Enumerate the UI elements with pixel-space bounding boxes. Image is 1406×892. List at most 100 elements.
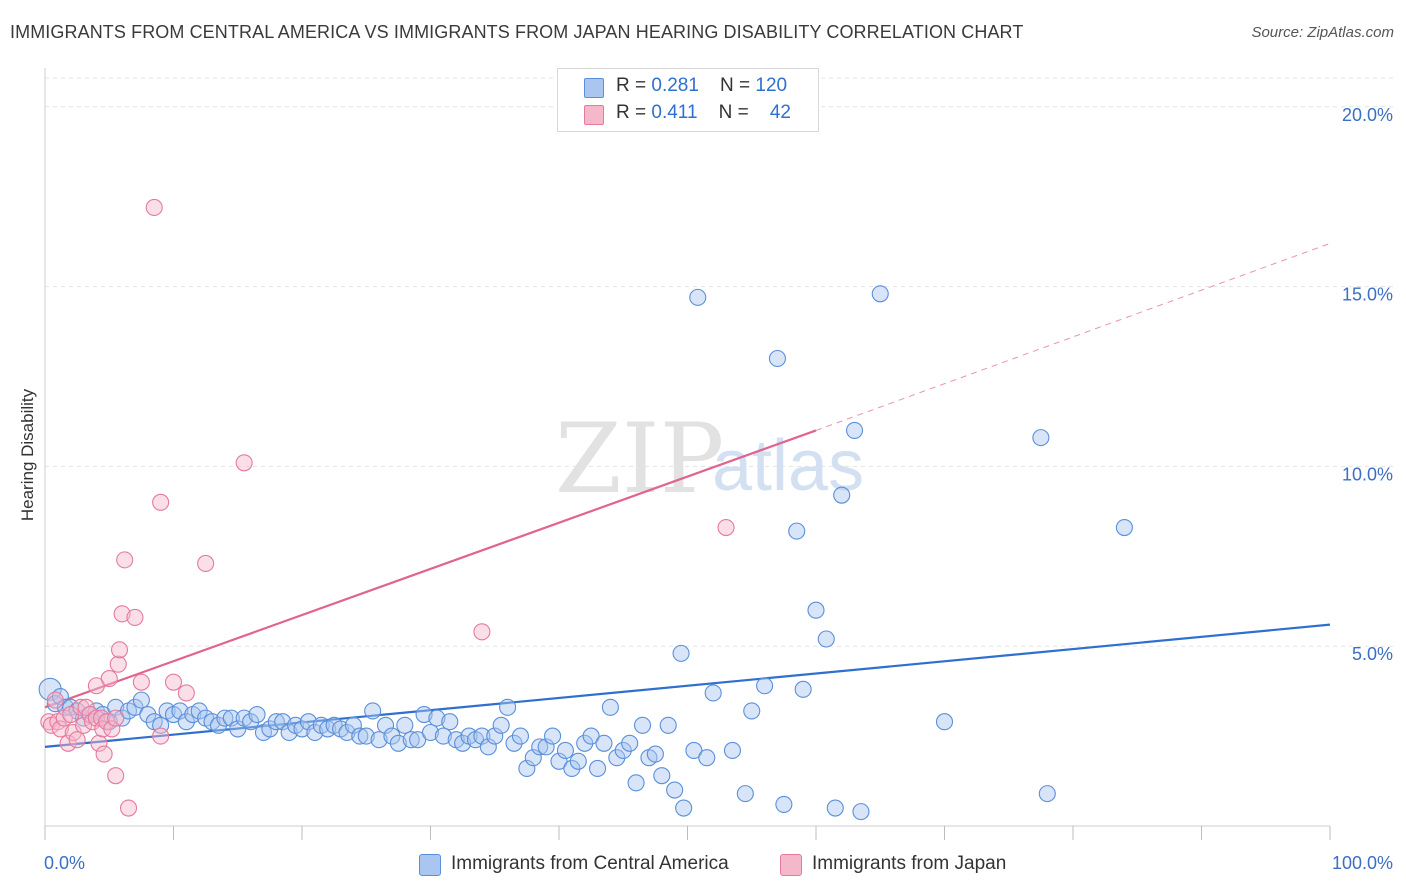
point-japan [473, 623, 491, 641]
point-central-america [871, 285, 889, 303]
trend-lines [44, 242, 1331, 748]
point-central-america [499, 698, 517, 716]
y-tick-label: 15.0% [1342, 285, 1393, 305]
legend-n-label: N = [718, 102, 755, 123]
point-central-america [171, 702, 189, 720]
point-japan [235, 454, 253, 472]
point-central-america [685, 741, 703, 760]
point-central-america [666, 781, 684, 799]
x-tick-label: 100.0% [1332, 853, 1393, 873]
point-central-america [299, 713, 317, 731]
point-central-america [935, 713, 954, 731]
point-central-america [550, 752, 568, 770]
point-central-america [1038, 785, 1056, 803]
grid [45, 77, 1393, 647]
point-japan [126, 608, 144, 626]
point-central-america [743, 702, 761, 720]
point-central-america [659, 716, 677, 734]
point-central-america [306, 723, 324, 742]
trend-line-japan-extension [815, 242, 1331, 431]
point-central-america [537, 738, 555, 756]
point-central-america [595, 734, 613, 752]
point-central-america [402, 731, 420, 749]
point-central-america [845, 421, 864, 439]
y-axis-title: Hearing Disability [18, 388, 37, 521]
point-central-america [409, 731, 427, 749]
legend-swatch-pink [584, 105, 604, 125]
trend-line-japan [44, 429, 817, 709]
axes: 5.0% 10.0% 15.0% 20.0% 0.0% 100.0% [44, 68, 1393, 873]
point-central-america [689, 288, 707, 306]
bottom-legend-swatch-pink [780, 854, 802, 876]
point-japan [103, 720, 121, 738]
point-central-america [569, 752, 587, 770]
point-central-america [852, 803, 870, 821]
point-central-america [351, 727, 369, 745]
legend-n-value: 120 [755, 75, 788, 96]
point-central-america [383, 727, 401, 745]
point-central-america [38, 677, 62, 701]
legend-n-label: N = [720, 75, 756, 96]
point-central-america [1115, 518, 1133, 537]
point-central-america [248, 705, 266, 724]
point-central-america [267, 713, 285, 731]
point-central-america [807, 601, 825, 619]
legend-r-value: 0.281 [651, 75, 699, 96]
point-central-america [768, 349, 787, 368]
point-central-america [357, 727, 375, 745]
point-central-america [723, 741, 742, 760]
point-japan [90, 734, 108, 752]
point-central-america [274, 713, 292, 731]
point-japan [132, 673, 150, 691]
point-central-america [1032, 429, 1050, 447]
point-central-america [524, 749, 542, 767]
point-central-america [454, 734, 472, 752]
point-central-america [428, 709, 446, 727]
point-central-america [242, 713, 260, 731]
point-central-america [132, 691, 150, 709]
point-central-america [544, 727, 562, 745]
point-japan [116, 551, 134, 569]
point-central-america [280, 723, 298, 742]
point-central-america [505, 734, 523, 752]
point-japan [87, 677, 105, 695]
point-central-america [222, 709, 240, 727]
point-central-america [601, 698, 619, 716]
point-japan [72, 698, 90, 716]
point-central-america [216, 709, 234, 727]
legend-r-value: 0.411 [651, 102, 698, 123]
point-central-america [473, 727, 491, 745]
point-japan [87, 709, 105, 727]
point-central-america [817, 630, 835, 648]
point-central-america [389, 734, 407, 752]
point-japan [100, 670, 118, 688]
point-central-america [698, 749, 716, 767]
point-central-america [633, 716, 652, 734]
point-central-america [646, 745, 664, 763]
point-central-america [190, 702, 208, 720]
point-central-america [139, 705, 157, 724]
bottom-legend-swatch-blue [419, 854, 441, 876]
legend-n-value: 42 [769, 102, 791, 123]
chart-title: IMMIGRANTS FROM CENTRAL AMERICA VS IMMIG… [10, 22, 1024, 42]
point-japan [51, 720, 69, 738]
y-tick-label: 10.0% [1342, 464, 1393, 484]
point-central-america [614, 741, 632, 760]
point-central-america [794, 680, 812, 698]
point-central-america [126, 698, 144, 716]
point-central-america [576, 734, 594, 752]
point-japan [107, 709, 125, 727]
point-japan [107, 767, 125, 785]
point-central-america [338, 723, 356, 742]
point-japan [152, 493, 170, 511]
point-japan [145, 198, 163, 217]
point-japan [717, 518, 735, 537]
point-central-america [441, 713, 459, 731]
point-central-america [364, 702, 382, 720]
legend-r-label: R = [616, 102, 652, 123]
point-japan [152, 727, 170, 745]
point-central-america [344, 716, 362, 734]
point-japan [46, 691, 64, 709]
point-central-america [608, 749, 626, 767]
point-central-america [588, 759, 607, 778]
